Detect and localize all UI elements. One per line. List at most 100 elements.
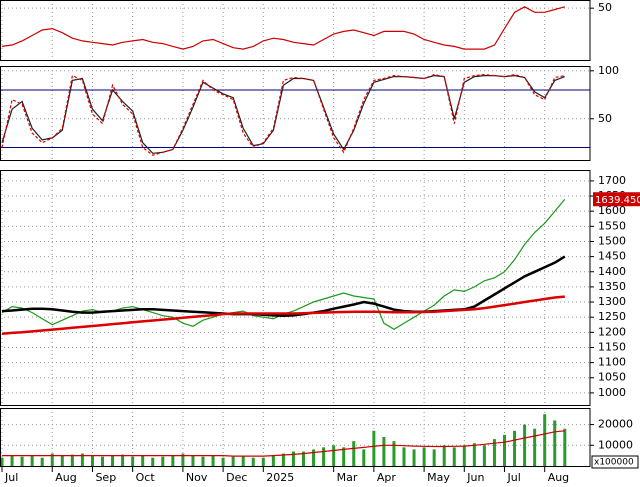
volume-bar	[271, 455, 275, 466]
x-tick-label: Aug	[55, 471, 76, 484]
volume-bar	[523, 424, 527, 466]
volume-bar	[70, 454, 74, 466]
volume-bar	[382, 437, 386, 466]
volume-bar	[563, 428, 567, 466]
y-tick-label: 100	[598, 64, 619, 77]
y-tick-label: 1150	[598, 340, 626, 353]
volume-bar	[412, 449, 416, 466]
volume-bar	[111, 455, 115, 466]
y-tick-label: 1400	[598, 265, 626, 278]
volume-bar	[472, 443, 476, 466]
y-tick-label: 50	[598, 112, 612, 125]
volume-bar	[161, 456, 165, 466]
x-tick-label: Mar	[337, 471, 358, 484]
volume-bar	[60, 455, 64, 466]
series-line	[1, 74, 566, 154]
volume-bar	[553, 420, 557, 466]
volume-bar	[432, 449, 436, 466]
volume-bar	[482, 445, 486, 466]
last-price-box	[593, 192, 640, 207]
y-tick-label: 1550	[598, 219, 626, 232]
volume-bar	[80, 453, 84, 466]
panel-frame	[0, 66, 591, 161]
y-tick-label: 1100	[598, 356, 626, 369]
volume-bar	[322, 447, 326, 466]
volume-bar	[251, 457, 255, 466]
volume-bar	[201, 456, 205, 466]
volume-bar	[261, 457, 265, 466]
x-tick-label: 2025	[266, 471, 294, 484]
series-line	[1, 295, 565, 336]
volume-bar	[241, 455, 245, 466]
volume-bar	[281, 453, 285, 466]
x-tick-label: Nov	[186, 471, 208, 484]
volume-bar	[191, 455, 195, 466]
volume-bar	[171, 455, 175, 466]
volume-bar	[342, 447, 346, 466]
volume-bar	[10, 455, 14, 466]
unit-box	[591, 455, 639, 469]
volume-bar	[131, 456, 135, 466]
volume-bar	[121, 454, 125, 466]
volume-bar	[492, 439, 496, 466]
volume-bar	[352, 441, 356, 466]
volume-bar	[442, 445, 446, 466]
volume-bar	[312, 449, 316, 466]
volume-bar	[372, 430, 376, 466]
volume-bar	[332, 445, 336, 466]
volume-bar	[291, 451, 295, 466]
y-tick-label: 10000	[598, 438, 633, 451]
volume-bar	[211, 455, 215, 466]
y-tick-label: 1350	[598, 280, 626, 293]
series-line	[1, 255, 566, 317]
unit-label: x100000	[594, 458, 634, 468]
volume-bar	[362, 449, 366, 466]
x-tick-label: Apr	[377, 471, 397, 484]
volume-bar	[231, 456, 235, 466]
series-line	[1, 6, 565, 50]
volume-bar	[151, 457, 155, 466]
volume-bar	[141, 455, 145, 466]
volume-bar	[90, 455, 94, 466]
panel-frame	[0, 0, 591, 61]
y-tick-label: 50	[598, 1, 612, 14]
y-tick-label: 1700	[598, 174, 626, 187]
x-tick-label: Aug	[548, 471, 569, 484]
volume-bar	[181, 453, 185, 466]
y-tick-label: 1250	[598, 310, 626, 323]
y-tick-label: 1200	[598, 325, 626, 338]
y-tick-label: 1300	[598, 295, 626, 308]
volume-bar	[422, 447, 426, 466]
volume-bar	[20, 456, 24, 466]
x-tick-label: Jul	[4, 471, 18, 484]
x-tick-label: May	[427, 471, 450, 484]
x-tick-label: Oct	[136, 471, 156, 484]
volume-bar	[392, 441, 396, 466]
volume-bar	[0, 457, 4, 466]
y-tick-label: 1500	[598, 234, 626, 247]
volume-bar	[221, 457, 225, 466]
volume-bar	[30, 455, 34, 466]
y-tick-label: 20000	[598, 418, 633, 431]
x-tick-label: Jul	[507, 471, 521, 484]
volume-bar	[503, 434, 506, 466]
volume-bar	[302, 451, 305, 466]
volume-bar	[462, 445, 466, 466]
y-tick-label: 1000	[598, 386, 626, 399]
last-price-label: 1639.450	[595, 195, 640, 206]
y-tick-label: 1450	[598, 250, 626, 263]
volume-bar	[101, 456, 104, 466]
x-tick-label: Sep	[95, 471, 116, 484]
volume-bar	[543, 414, 547, 466]
volume-bar	[452, 447, 456, 466]
panel-frame	[0, 408, 591, 467]
y-tick-label: 1600	[598, 204, 626, 217]
volume-bar	[50, 453, 54, 466]
series-line	[2, 430, 565, 457]
volume-bar	[513, 430, 517, 466]
volume-bar	[402, 447, 406, 466]
volume-bar	[533, 428, 537, 466]
x-tick-label: Dec	[226, 471, 247, 484]
panel-frame	[0, 170, 591, 406]
